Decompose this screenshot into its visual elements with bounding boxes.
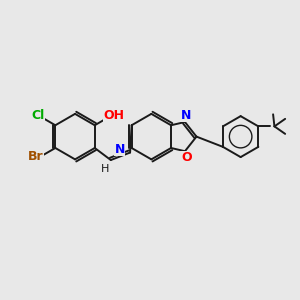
Text: H: H xyxy=(101,164,109,174)
Text: N: N xyxy=(114,143,125,156)
Text: N: N xyxy=(181,109,191,122)
Text: Cl: Cl xyxy=(31,109,45,122)
Text: Br: Br xyxy=(27,150,43,163)
Text: O: O xyxy=(181,152,192,164)
Text: OH: OH xyxy=(104,109,125,122)
